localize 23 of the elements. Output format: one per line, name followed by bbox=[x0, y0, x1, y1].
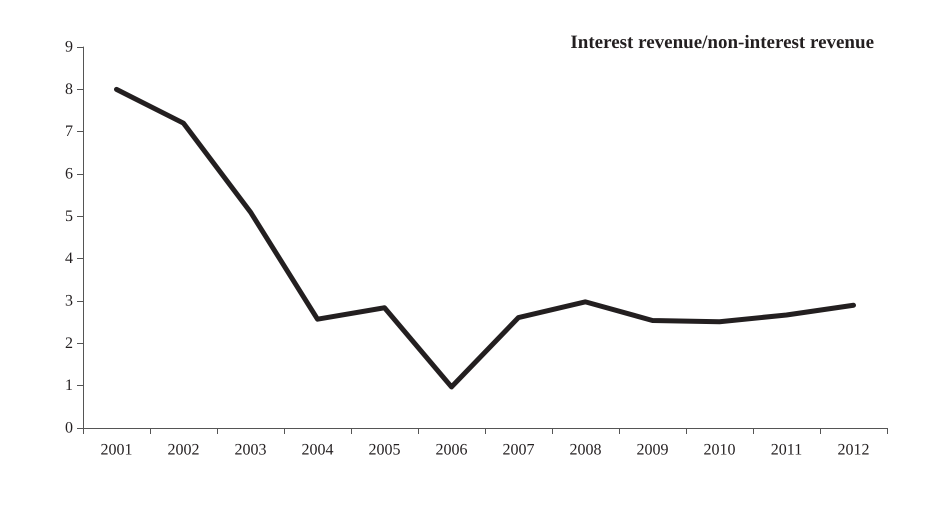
chart-title: Interest revenue/non-interest revenue bbox=[570, 32, 874, 53]
y-tick-label: 3 bbox=[65, 292, 73, 310]
y-tick-label: 2 bbox=[65, 334, 73, 352]
x-tick-label: 2005 bbox=[368, 442, 400, 458]
x-tick-label: 2012 bbox=[838, 442, 870, 458]
y-tick-label: 8 bbox=[65, 80, 73, 98]
x-tick-label: 2002 bbox=[168, 442, 200, 458]
x-tick-label: 2010 bbox=[704, 442, 736, 458]
x-tick-label: 2001 bbox=[100, 442, 132, 458]
x-tick-label: 2008 bbox=[570, 442, 602, 458]
y-tick-label: 5 bbox=[65, 208, 73, 225]
x-tick-label: 2006 bbox=[436, 442, 468, 458]
y-tick-label: 6 bbox=[65, 166, 73, 182]
y-tick-label: 9 bbox=[65, 38, 73, 56]
x-tick-label: 2011 bbox=[770, 442, 802, 458]
x-tick-label: 2003 bbox=[234, 442, 266, 458]
y-tick-label: 4 bbox=[65, 250, 73, 268]
y-tick-label: 1 bbox=[65, 377, 73, 394]
x-tick-label: 2009 bbox=[636, 442, 668, 458]
y-tick-label: 0 bbox=[65, 420, 73, 436]
y-tick-label: 7 bbox=[65, 123, 73, 140]
x-tick-label: 2007 bbox=[502, 442, 534, 458]
x-tick-label: 2004 bbox=[302, 442, 334, 458]
